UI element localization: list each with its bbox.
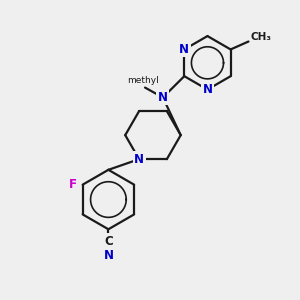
Text: N: N	[202, 83, 212, 96]
Text: C: C	[104, 235, 113, 248]
Text: N: N	[179, 43, 189, 56]
Text: F: F	[69, 178, 77, 191]
Text: N: N	[134, 153, 144, 166]
Text: CH₃: CH₃	[250, 32, 272, 42]
Text: N: N	[158, 91, 168, 104]
Text: methyl: methyl	[127, 76, 159, 85]
Text: N: N	[103, 248, 113, 262]
